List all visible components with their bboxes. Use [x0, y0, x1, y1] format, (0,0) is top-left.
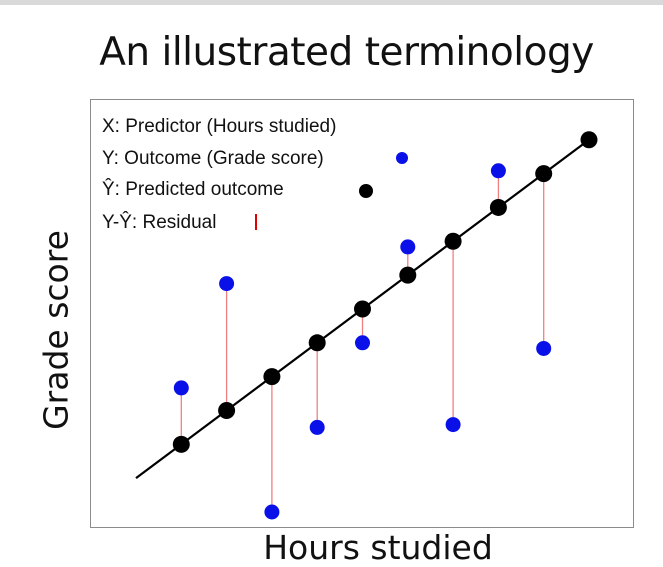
plot-frame	[90, 99, 634, 528]
legend: X: Predictor (Hours studied) Y: Outcome …	[102, 116, 408, 233]
observed-point	[445, 417, 461, 433]
predicted-point	[354, 300, 371, 318]
observed-point	[536, 340, 552, 356]
predicted-point	[263, 368, 281, 386]
legend-predicted-marker	[359, 184, 373, 198]
observed-point	[400, 239, 416, 255]
observed-point	[173, 380, 189, 396]
predicted-point	[399, 266, 417, 284]
predicted-point	[489, 198, 507, 216]
observed-point	[309, 419, 325, 435]
predicted-points	[172, 131, 598, 453]
legend-entry-predicted: Ŷ: Predicted outcome	[102, 178, 284, 200]
predicted-point	[172, 435, 190, 453]
predicted-point	[580, 131, 598, 149]
observed-point	[264, 504, 280, 520]
observed-point	[219, 276, 235, 292]
x-axis-label: Hours studied	[263, 528, 493, 567]
legend-outcome-marker	[396, 152, 408, 164]
predicted-point	[444, 232, 462, 250]
legend-entry-residual: Y-Ŷ: Residual	[102, 211, 216, 233]
legend-entry-predictor: X: Predictor (Hours studied)	[102, 116, 336, 137]
predicted-point	[308, 334, 326, 352]
predicted-point	[535, 165, 553, 183]
top-border	[0, 0, 663, 5]
predicted-point	[218, 401, 236, 419]
observed-point	[490, 163, 506, 179]
observed-point	[355, 335, 370, 351]
slide-title: An illustrated terminology	[99, 30, 594, 75]
legend-entry-outcome: Y: Outcome (Grade score)	[102, 148, 324, 169]
